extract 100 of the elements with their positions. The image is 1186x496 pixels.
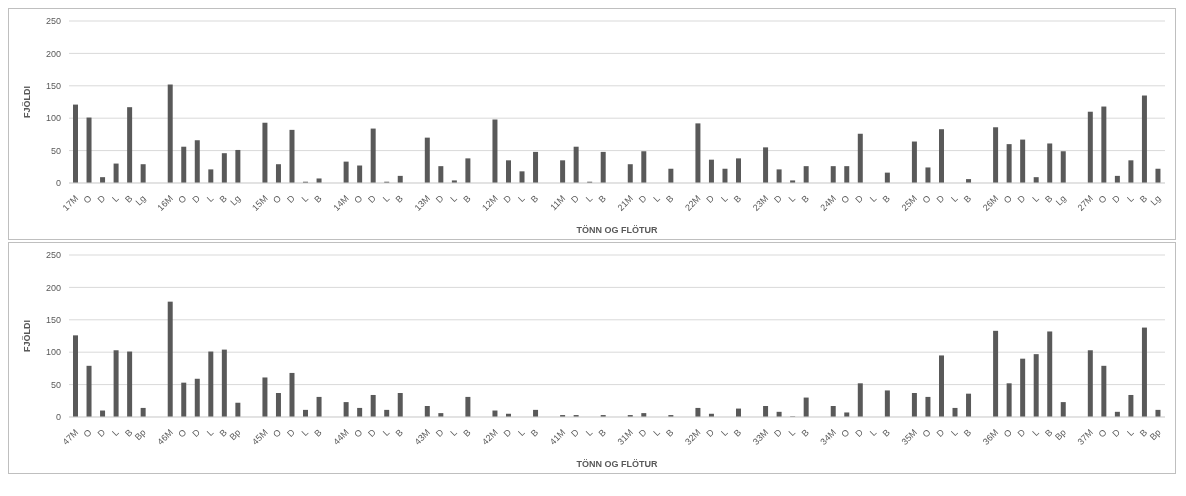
x-tick-label: B bbox=[880, 193, 893, 205]
x-tick-label: D bbox=[636, 192, 649, 206]
x-tick-label: 44M bbox=[331, 427, 351, 447]
x-tick-label: B bbox=[461, 193, 473, 205]
x-tick-label: O bbox=[81, 193, 94, 206]
x-tick-label: D bbox=[501, 426, 514, 440]
x-tick-label: D bbox=[636, 426, 649, 440]
x-tick-label: D bbox=[433, 426, 446, 440]
x-tick-label: D bbox=[95, 426, 108, 440]
x-tick-label: B bbox=[596, 193, 608, 205]
y-tick-label: 250 bbox=[45, 16, 61, 27]
x-tick-label: O bbox=[920, 427, 933, 440]
x-tick-label: L bbox=[719, 427, 730, 438]
x-tick-label: L bbox=[110, 427, 121, 438]
x-tick-label: O bbox=[352, 427, 365, 440]
x-tick-label: B bbox=[1043, 193, 1055, 205]
x-axis-title: TÖNN OG FLÖTUR bbox=[576, 225, 658, 235]
x-tick-label: O bbox=[271, 193, 284, 206]
x-tick-label: D bbox=[1110, 192, 1123, 206]
x-tick-label: L bbox=[299, 427, 311, 438]
x-tick-label: L bbox=[1124, 427, 1136, 438]
x-tick-label: L bbox=[583, 427, 595, 438]
x-tick-label: L bbox=[380, 427, 392, 438]
x-tick-label: Bp bbox=[1147, 427, 1163, 443]
x-tick-label: L bbox=[786, 427, 798, 438]
y-tick-label: 150 bbox=[45, 81, 61, 91]
x-tick-label: B bbox=[312, 193, 324, 205]
x-tick-label: D bbox=[569, 192, 582, 206]
x-tick-label: B bbox=[799, 193, 811, 205]
x-tick-label: B bbox=[961, 427, 974, 439]
x-tick-label: D bbox=[934, 426, 947, 440]
x-tick-label: 46M bbox=[155, 427, 175, 447]
x-tick-label: D bbox=[190, 426, 203, 440]
x-tick-label: Bp bbox=[132, 427, 148, 443]
x-axis-title: TÖNN OG FLÖTUR bbox=[576, 459, 658, 469]
y-axis-title: FJÖLDI bbox=[22, 85, 33, 119]
x-tick-label: D bbox=[772, 426, 785, 440]
x-tick-label: L bbox=[867, 193, 879, 204]
x-tick-label: Lg bbox=[228, 193, 243, 208]
x-tick-label: 41M bbox=[547, 427, 568, 447]
x-tick-label: D bbox=[366, 426, 379, 440]
x-tick-label: L bbox=[448, 193, 460, 204]
y-tick-label: 200 bbox=[45, 282, 61, 293]
x-tick-label: Lg bbox=[133, 193, 148, 208]
y-tick-label: 250 bbox=[45, 250, 61, 261]
x-tick-label: B bbox=[596, 427, 608, 439]
x-tick-label: B bbox=[1137, 193, 1150, 205]
x-tick-label: B bbox=[393, 193, 405, 205]
x-tick-label: L bbox=[516, 193, 527, 204]
x-tick-label: D bbox=[934, 192, 947, 206]
y-axis-title: FJÖLDI bbox=[22, 319, 33, 353]
x-tick-label: L bbox=[110, 193, 121, 204]
x-tick-label: B bbox=[461, 427, 473, 439]
x-tick-label: D bbox=[704, 426, 717, 440]
x-tick-label: D bbox=[1015, 192, 1028, 206]
x-tick-label: D bbox=[1015, 426, 1028, 440]
x-tick-label: O bbox=[176, 193, 189, 206]
x-tick-label: D bbox=[569, 426, 582, 440]
x-tick-label: L bbox=[380, 193, 392, 204]
x-tick-label: B bbox=[217, 193, 230, 205]
x-tick-label: B bbox=[731, 193, 744, 205]
x-tick-label: D bbox=[285, 426, 298, 440]
x-tick-label: D bbox=[95, 192, 108, 206]
x-tick-label: L bbox=[786, 193, 798, 204]
x-tick-label: B bbox=[664, 427, 676, 439]
x-tick-label: B bbox=[799, 427, 811, 439]
x-tick-label: L bbox=[1124, 193, 1136, 204]
x-tick-label: O bbox=[81, 427, 94, 440]
x-tick-label: D bbox=[704, 192, 717, 206]
x-tick-label: L bbox=[867, 427, 879, 438]
x-tick-label: B bbox=[122, 427, 135, 439]
x-tick-label: B bbox=[1137, 427, 1150, 439]
x-tick-label: D bbox=[501, 192, 514, 206]
x-tick-label: 47M bbox=[60, 427, 81, 447]
x-tick-label: B bbox=[393, 427, 405, 439]
x-tick-label: L bbox=[516, 427, 527, 438]
x-tick-label: B bbox=[1043, 427, 1055, 439]
x-tick-label: O bbox=[1001, 427, 1014, 440]
x-tick-label: Bp bbox=[227, 427, 243, 443]
x-tick-label: B bbox=[731, 427, 744, 439]
x-tick-label: O bbox=[920, 193, 933, 206]
x-tick-label: Lg bbox=[1148, 193, 1163, 208]
x-tick-label: O bbox=[839, 427, 852, 440]
y-tick-label: 100 bbox=[45, 113, 61, 124]
x-tick-label: L bbox=[949, 193, 960, 204]
x-tick-label: D bbox=[433, 192, 446, 206]
x-tick-label: B bbox=[880, 427, 893, 439]
x-tick-label: O bbox=[839, 193, 852, 206]
x-tick-label: L bbox=[719, 193, 730, 204]
x-tick-label: O bbox=[176, 427, 189, 440]
y-tick-label: 50 bbox=[50, 379, 61, 390]
x-tick-label: L bbox=[204, 427, 216, 438]
x-tick-label: B bbox=[664, 193, 676, 205]
x-tick-label: B bbox=[312, 427, 324, 439]
x-tick-label: 43M bbox=[412, 427, 432, 447]
x-tick-label: L bbox=[299, 193, 311, 204]
y-tick-label: 150 bbox=[45, 314, 61, 325]
y-tick-label: 0 bbox=[55, 412, 61, 423]
x-tick-label: O bbox=[1096, 193, 1109, 206]
x-tick-label: D bbox=[1110, 426, 1123, 440]
